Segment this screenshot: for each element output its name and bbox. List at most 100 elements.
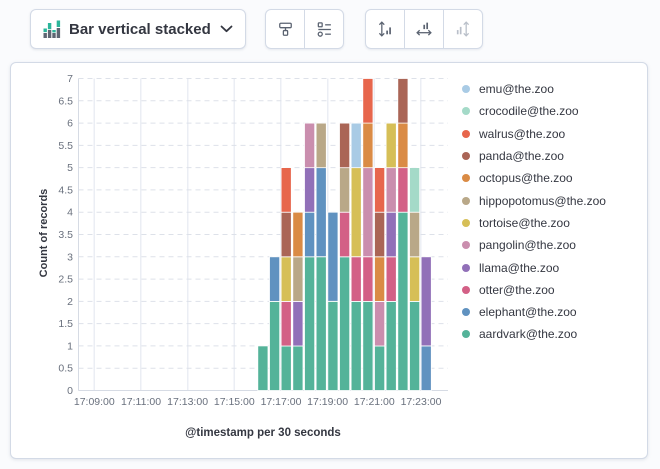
bar-segment[interactable] xyxy=(339,256,351,391)
legend-label: panda@the.zoo xyxy=(479,149,564,164)
bar-segment[interactable] xyxy=(397,211,409,391)
svg-text:2: 2 xyxy=(67,296,73,308)
bar-segment[interactable] xyxy=(409,167,421,213)
chevron-down-icon xyxy=(220,25,233,33)
stacked-bar-chart[interactable]: 0 0.5 1 1.5 2 2.5 3 3.5 4 4.5 5 5.5 6 6.5 7 17:09:00 17:… xyxy=(11,63,461,458)
bar-segment[interactable] xyxy=(327,211,339,302)
legend-item[interactable]: hippopotomus@the.zoo xyxy=(454,189,646,211)
bar-segment[interactable] xyxy=(269,256,281,302)
bar-segment[interactable] xyxy=(362,300,374,391)
legend-item[interactable]: pangolin@the.zoo xyxy=(454,234,646,256)
bar-segment[interactable] xyxy=(362,78,374,124)
legend-item[interactable]: tortoise@the.zoo xyxy=(454,212,646,234)
bar-series xyxy=(257,78,432,391)
bar-segment[interactable] xyxy=(350,122,362,169)
legend-item[interactable]: otter@the.zoo xyxy=(454,279,646,301)
bar-segment[interactable] xyxy=(397,78,409,124)
legend-color-dot xyxy=(462,85,470,94)
legend-item[interactable]: aardvark@the.zoo xyxy=(454,323,646,345)
bar-segment[interactable] xyxy=(420,345,432,391)
legend-item[interactable]: emu@the.zoo xyxy=(454,78,646,100)
bar-segment[interactable] xyxy=(339,211,351,258)
svg-text:5: 5 xyxy=(67,162,73,174)
legend-item[interactable]: elephant@the.zoo xyxy=(454,301,646,323)
bar-segment[interactable] xyxy=(374,167,386,213)
svg-text:2.5: 2.5 xyxy=(58,274,73,286)
collapse-axis-button[interactable] xyxy=(443,9,483,49)
bar-segment[interactable] xyxy=(409,211,421,258)
bar-vertical-stacked-icon xyxy=(43,20,61,38)
horizontal-axis-arrows-icon xyxy=(415,20,433,38)
bar-segment[interactable] xyxy=(397,122,409,169)
bar-segment[interactable] xyxy=(397,167,409,213)
paint-roller-button[interactable] xyxy=(265,9,305,49)
svg-text:4.5: 4.5 xyxy=(58,184,73,196)
bar-segment[interactable] xyxy=(362,256,374,302)
bar-segment[interactable] xyxy=(304,122,316,169)
bar-segment[interactable] xyxy=(292,345,304,391)
bar-segment[interactable] xyxy=(350,256,362,302)
bar-segment[interactable] xyxy=(385,300,397,391)
bar-segment[interactable] xyxy=(315,167,327,258)
bar-segment[interactable] xyxy=(257,345,269,391)
bar-segment[interactable] xyxy=(292,211,304,258)
svg-text:1.5: 1.5 xyxy=(58,318,73,330)
legend-label: emu@the.zoo xyxy=(479,82,554,97)
svg-text:17:21:00: 17:21:00 xyxy=(354,396,395,408)
legend-color-dot xyxy=(462,330,470,339)
legend-item[interactable]: octopus@the.zoo xyxy=(454,167,646,189)
svg-text:17:15:00: 17:15:00 xyxy=(214,396,255,408)
svg-text:17:17:00: 17:17:00 xyxy=(261,396,302,408)
bar-segment[interactable] xyxy=(374,211,386,258)
bar-segment[interactable] xyxy=(409,256,421,302)
bar-segment[interactable] xyxy=(304,211,316,258)
bar-segment[interactable] xyxy=(362,122,374,169)
svg-text:6: 6 xyxy=(67,118,73,130)
bar-segment[interactable] xyxy=(350,167,362,258)
horizontal-axis-arrows-button[interactable] xyxy=(404,9,444,49)
bar-segment[interactable] xyxy=(385,256,397,302)
bar-segment[interactable] xyxy=(280,300,292,347)
bar-segment[interactable] xyxy=(350,300,362,391)
bar-segment[interactable] xyxy=(385,122,397,169)
svg-text:17:23:00: 17:23:00 xyxy=(401,396,442,408)
vertical-axis-arrows-button[interactable] xyxy=(365,9,405,49)
legend-label: otter@the.zoo xyxy=(479,282,555,297)
bar-segment[interactable] xyxy=(292,300,304,347)
vertical-axis-arrows-icon xyxy=(376,20,394,38)
bar-segment[interactable] xyxy=(280,211,292,258)
bar-segment[interactable] xyxy=(339,167,351,213)
bar-segment[interactable] xyxy=(280,345,292,391)
bar-segment[interactable] xyxy=(385,167,397,213)
bar-segment[interactable] xyxy=(374,345,386,391)
legend-label: crocodile@the.zoo xyxy=(479,104,579,119)
layer-settings-button[interactable] xyxy=(304,9,344,49)
bar-segment[interactable] xyxy=(280,256,292,302)
svg-text:4: 4 xyxy=(67,207,73,219)
legend-item[interactable]: crocodile@the.zoo xyxy=(454,100,646,122)
bar-segment[interactable] xyxy=(304,256,316,391)
bar-segment[interactable] xyxy=(362,167,374,258)
legend-item[interactable]: llama@the.zoo xyxy=(454,256,646,278)
bar-segment[interactable] xyxy=(409,300,421,391)
legend-color-dot xyxy=(462,263,470,272)
bar-segment[interactable] xyxy=(315,256,327,391)
bar-segment[interactable] xyxy=(280,167,292,213)
bar-segment[interactable] xyxy=(292,256,304,302)
legend-color-dot xyxy=(462,129,470,138)
bar-segment[interactable] xyxy=(339,122,351,169)
chart-type-label: Bar vertical stacked xyxy=(69,20,211,38)
bar-segment[interactable] xyxy=(315,122,327,169)
bar-segment[interactable] xyxy=(304,167,316,213)
chart-type-dropdown[interactable]: Bar vertical stacked xyxy=(30,9,246,49)
bar-segment[interactable] xyxy=(420,256,432,347)
bar-segment[interactable] xyxy=(374,300,386,347)
legend-item[interactable]: panda@the.zoo xyxy=(454,145,646,167)
bar-segment[interactable] xyxy=(385,211,397,258)
legend-label: octopus@the.zoo xyxy=(479,171,573,186)
svg-text:3.5: 3.5 xyxy=(58,229,73,241)
legend-item[interactable]: walrus@the.zoo xyxy=(454,123,646,145)
bar-segment[interactable] xyxy=(327,300,339,391)
bar-segment[interactable] xyxy=(374,256,386,302)
bar-segment[interactable] xyxy=(269,300,281,391)
